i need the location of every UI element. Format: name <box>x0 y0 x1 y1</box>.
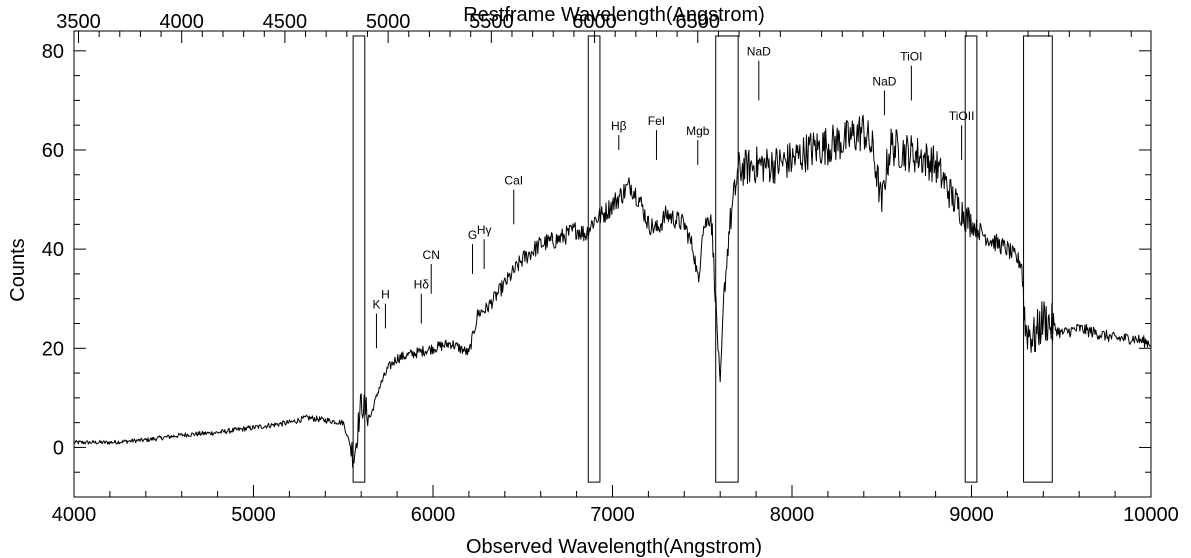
line-label: Mgb <box>686 124 710 138</box>
bottom-tick-label: 10000 <box>1123 504 1179 526</box>
y-tick-label: 0 <box>53 437 64 459</box>
spectrum-series <box>73 114 1152 468</box>
line-label: NaD <box>747 45 771 59</box>
line-label: K <box>372 298 380 312</box>
bottom-tick-label: 9000 <box>949 504 994 526</box>
top-tick-label: 3500 <box>56 11 101 33</box>
top-tick-label: 4000 <box>159 11 204 33</box>
line-label: CN <box>423 248 440 262</box>
y-tick-label: 40 <box>42 239 64 261</box>
bottom-tick-label: 8000 <box>770 504 815 526</box>
line-label: Hγ <box>477 223 492 237</box>
telluric-boxes <box>352 35 1053 483</box>
y-tick-label: 80 <box>42 41 64 63</box>
x-axis-title: Observed Wavelength(Angstrom) <box>466 536 762 558</box>
line-label: TiOI <box>900 50 922 64</box>
bottom-tick-label: 5000 <box>231 504 276 526</box>
top-tick-label: 6500 <box>676 11 721 33</box>
y-axis-title: Counts <box>7 238 29 301</box>
line-label: TiOII <box>949 109 975 123</box>
telluric-box <box>964 35 978 483</box>
line-label: H <box>381 288 390 302</box>
y-tick-label: 20 <box>42 338 64 360</box>
line-label: Hδ <box>414 278 430 292</box>
top-tick-label: 6000 <box>572 11 617 33</box>
bottom-tick-label: 7000 <box>590 504 635 526</box>
line-label: Hβ <box>611 119 627 133</box>
telluric-box <box>587 35 601 483</box>
absorption-line-markers: KH Hδ CN G Hγ CaI Hβ FeI Mgb NaD NaD TiOI TiOII <box>372 45 974 349</box>
telluric-box <box>352 35 366 483</box>
spectrum-line <box>73 114 1152 468</box>
line-label: NaD <box>872 74 896 88</box>
y-axis: 0 20 40 60 80 <box>42 41 1151 498</box>
top-x-axis: 30003500400045005000550060006500 <box>56 11 1132 43</box>
top-axis-title: Restframe Wavelength(Angstrom) <box>463 4 765 26</box>
bottom-tick-label: 4000 <box>52 504 97 526</box>
top-tick-label: 4500 <box>263 11 308 33</box>
line-label: CaI <box>504 174 523 188</box>
top-tick-label: 5000 <box>366 11 411 33</box>
top-tick-label: 5500 <box>469 11 514 33</box>
bottom-tick-label: 6000 <box>411 504 456 526</box>
telluric-box <box>715 35 739 483</box>
line-label: G <box>468 228 477 242</box>
line-label: FeI <box>648 114 665 128</box>
bottom-x-axis: 4000 5000 6000 7000 8000 9000 10000 <box>52 485 1179 526</box>
telluric-box <box>1023 35 1053 483</box>
y-tick-label: 60 <box>42 140 64 162</box>
